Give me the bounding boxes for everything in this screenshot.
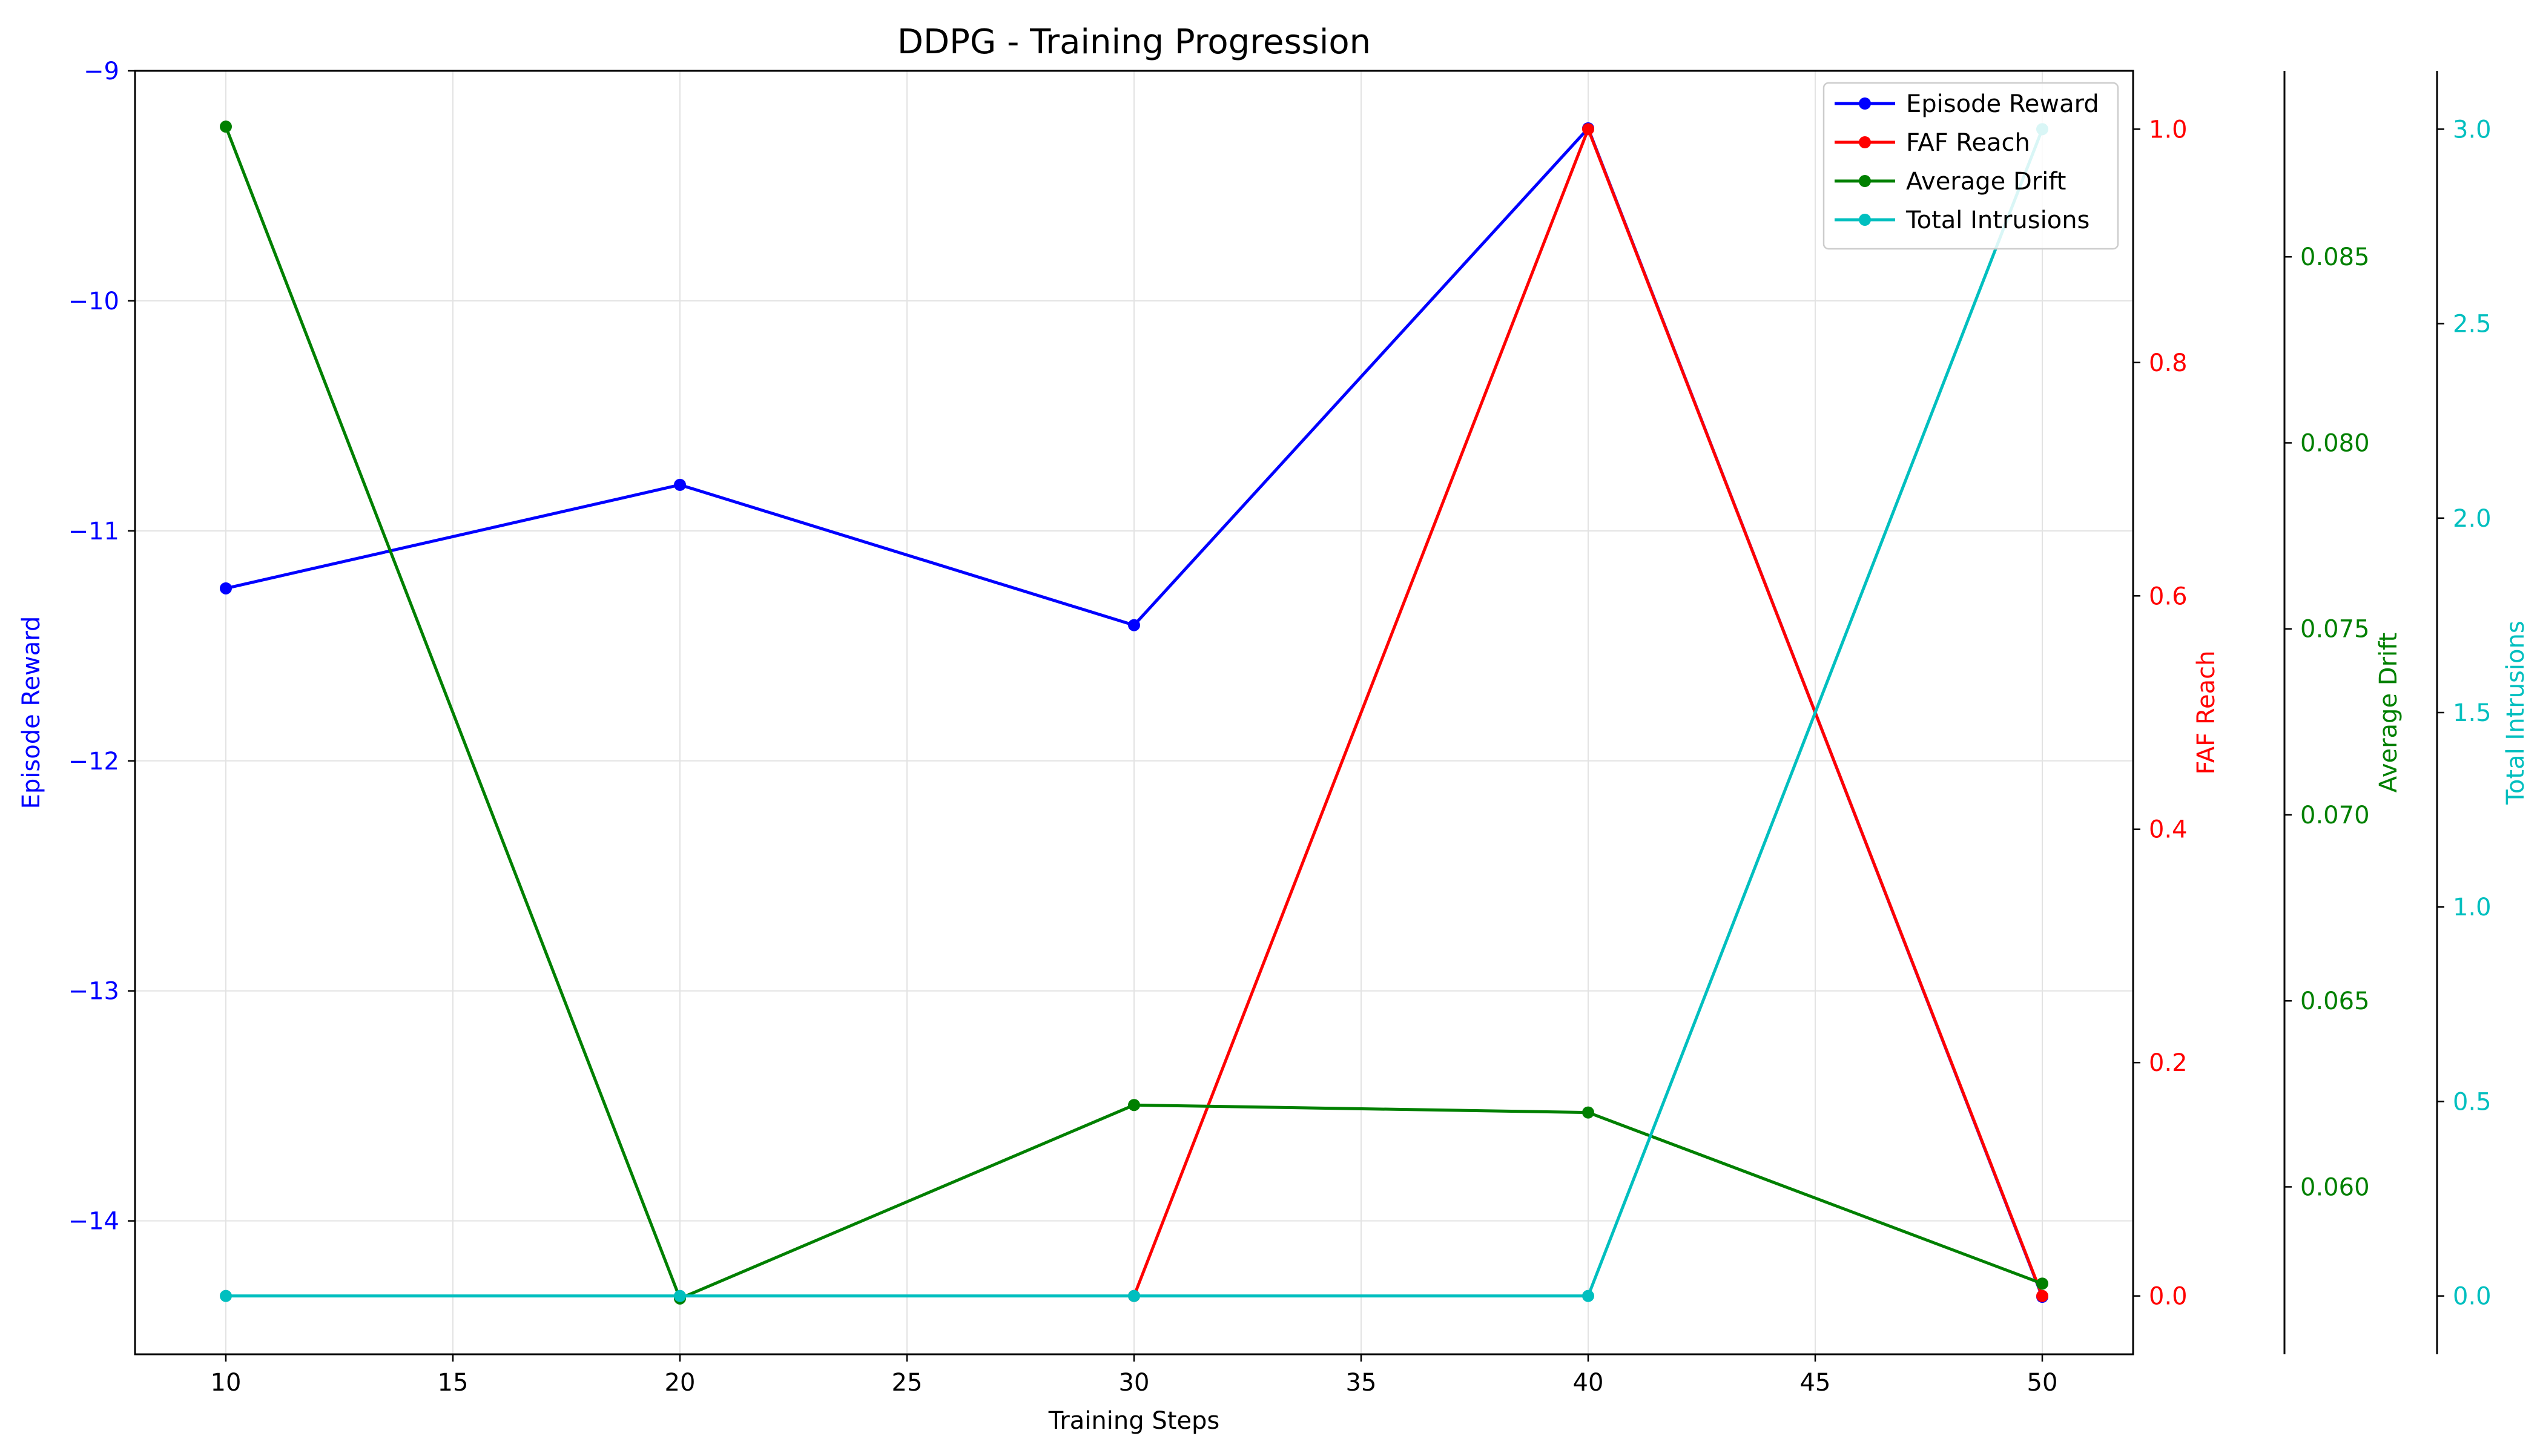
legend-marker [1859, 214, 1871, 226]
legend: Episode Reward FAF Reach Average Drift Tota… [1824, 83, 2118, 249]
legend-label: Average Drift [1906, 168, 2066, 196]
total-intrusions-point [674, 1290, 686, 1302]
average-drift-axis-label: Average Drift [2375, 633, 2403, 792]
episode-reward-point [220, 582, 232, 595]
average-drift-point [220, 120, 232, 133]
total-intrusions-point [220, 1290, 232, 1302]
faf-reach-point [2036, 1290, 2048, 1302]
episode-reward-axis-tick-label: −11 [68, 518, 119, 545]
episode-reward-axis-tick-label: −13 [68, 978, 119, 1006]
faf-reach-axis-tick-label: 0.4 [2149, 816, 2188, 844]
legend-marker [1859, 136, 1871, 148]
x-tick-label: 45 [1800, 1369, 1831, 1397]
episode-reward-point [1128, 619, 1140, 631]
legend-label: FAF Reach [1906, 129, 2030, 157]
average-drift-point [1582, 1107, 1594, 1119]
x-tick-label: 25 [892, 1369, 923, 1397]
total-intrusions-point [1582, 1290, 1594, 1302]
faf-reach-axis-tick-label: 1.0 [2149, 116, 2188, 143]
episode-reward-axis-tick-label: −9 [84, 58, 119, 85]
faf-reach-axis-tick-label: 0.0 [2149, 1283, 2188, 1311]
average-drift-axis-tick-label: 0.065 [2300, 987, 2370, 1015]
faf-reach-axis-label: FAF Reach [2192, 651, 2220, 775]
grid [135, 71, 2133, 1354]
episode-reward-axis-tick-label: −12 [68, 748, 119, 776]
total-intrusions-axis-tick-label: 3.0 [2453, 116, 2492, 143]
x-tick-label: 50 [2027, 1369, 2058, 1397]
faf-reach-point [1582, 123, 1594, 135]
average-drift-axis-tick-label: 0.080 [2300, 429, 2370, 457]
legend-marker [1859, 175, 1871, 187]
average-drift-point [1128, 1099, 1140, 1111]
episode-reward-point [674, 479, 686, 491]
legend-label: Episode Reward [1906, 90, 2099, 118]
average-drift-axis-tick-label: 0.085 [2300, 243, 2370, 271]
average-drift-axis-tick-label: 0.075 [2300, 616, 2370, 644]
faf-reach-axis-tick-label: 0.6 [2149, 582, 2188, 610]
episode-reward-axis-tick-label: −14 [68, 1208, 119, 1236]
faf-reach-axis-tick-label: 0.8 [2149, 349, 2188, 377]
axes: 10 15 20 25 30 35 40 45 50 −9 −10 −11 −12 −13 −14 Episo… [18, 58, 2530, 1397]
x-tick-label: 30 [1119, 1369, 1150, 1397]
average-drift-point [2036, 1277, 2048, 1290]
episode-reward-axis-tick-label: −10 [68, 288, 119, 315]
faf-reach-axis-tick-label: 0.2 [2149, 1049, 2188, 1077]
total-intrusions-axis-tick-label: 0.5 [2453, 1088, 2492, 1116]
legend-label: Total Intrusions [1905, 206, 2089, 234]
total-intrusions-axis-tick-label: 0.0 [2453, 1283, 2492, 1311]
total-intrusions-axis-tick-label: 2.0 [2453, 505, 2492, 533]
x-tick-label: 35 [1346, 1369, 1377, 1397]
chart-title: DDPG - Training Progression [897, 22, 1371, 62]
x-tick-label: 10 [211, 1369, 242, 1397]
x-tick-label: 40 [1573, 1369, 1604, 1397]
total-intrusions-axis-tick-label: 1.0 [2453, 894, 2492, 921]
total-intrusions-axis-label: Total Intrusions [2502, 621, 2530, 805]
x-tick-label: 20 [665, 1369, 696, 1397]
total-intrusions-axis-tick-label: 2.5 [2453, 311, 2492, 338]
total-intrusions-axis-tick-label: 1.5 [2453, 699, 2492, 727]
x-tick-label: 15 [438, 1369, 469, 1397]
average-drift-axis-tick-label: 0.070 [2300, 802, 2370, 829]
average-drift-axis-tick-label: 0.060 [2300, 1173, 2370, 1201]
x-axis-label: Training Steps [1048, 1407, 1219, 1435]
total-intrusions-point [1128, 1290, 1140, 1302]
episode-reward-axis-label: Episode Reward [18, 616, 45, 809]
legend-marker [1859, 97, 1871, 110]
